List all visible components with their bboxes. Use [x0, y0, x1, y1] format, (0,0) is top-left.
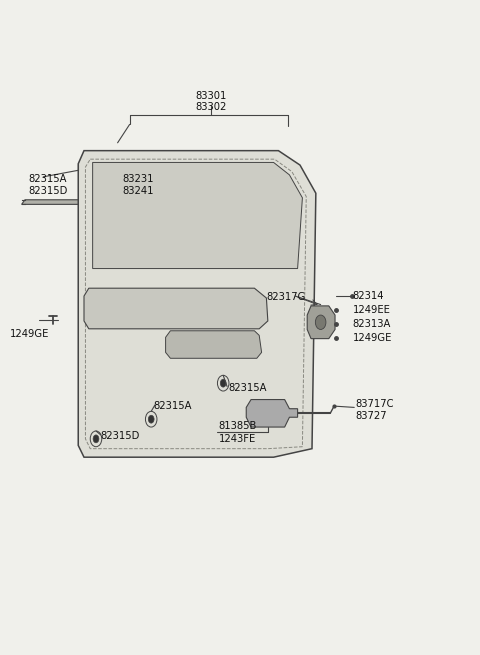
Polygon shape — [93, 162, 302, 269]
Text: 83231
83241: 83231 83241 — [122, 174, 154, 195]
Text: 81385B: 81385B — [218, 421, 257, 431]
Text: 1249GE: 1249GE — [353, 333, 392, 343]
Text: 82317G: 82317G — [266, 291, 306, 302]
Text: 82314: 82314 — [353, 291, 384, 301]
Polygon shape — [166, 331, 262, 358]
Circle shape — [148, 415, 154, 423]
Text: 82313A: 82313A — [353, 318, 391, 329]
Circle shape — [315, 315, 326, 329]
Text: 1243FE: 1243FE — [218, 434, 256, 444]
Text: 83301
83302: 83301 83302 — [195, 91, 227, 112]
Polygon shape — [22, 200, 199, 204]
Text: 82315D: 82315D — [101, 431, 140, 441]
Polygon shape — [246, 400, 298, 427]
Polygon shape — [78, 151, 316, 457]
Text: 83717C
83727: 83717C 83727 — [355, 400, 394, 421]
Text: 1249GE: 1249GE — [10, 329, 49, 339]
Text: 82315A
82315D: 82315A 82315D — [29, 174, 68, 195]
Polygon shape — [84, 288, 268, 329]
Circle shape — [220, 379, 226, 387]
Circle shape — [93, 435, 99, 443]
Text: 82315A: 82315A — [228, 383, 266, 393]
Text: 82315A: 82315A — [154, 401, 192, 411]
Text: 1249EE: 1249EE — [353, 305, 391, 315]
Polygon shape — [307, 306, 335, 339]
